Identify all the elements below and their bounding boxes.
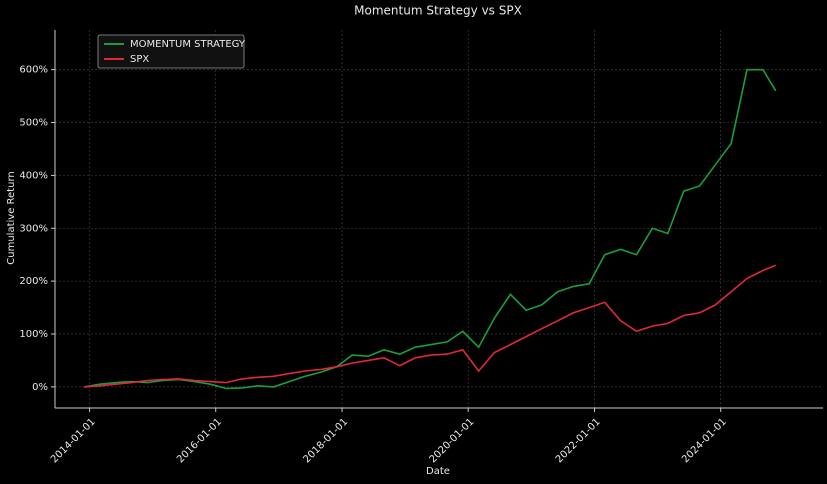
y-tick-label: 600% bbox=[19, 65, 48, 76]
y-tick-label: 400% bbox=[19, 170, 48, 181]
x-axis-label: Date bbox=[426, 466, 450, 477]
y-tick-label: 300% bbox=[19, 223, 48, 234]
legend-label: SPX bbox=[130, 54, 149, 65]
y-tick-label: 0% bbox=[32, 382, 48, 393]
legend-label: MOMENTUM STRATEGY bbox=[130, 39, 246, 50]
y-tick-label: 200% bbox=[19, 276, 48, 287]
y-axis-label: Cumulative Return bbox=[6, 171, 17, 264]
y-tick-label: 500% bbox=[19, 118, 48, 129]
series-line bbox=[84, 68, 777, 390]
chart-title: Momentum Strategy vs SPX bbox=[354, 4, 522, 18]
y-tick-label: 100% bbox=[19, 329, 48, 340]
series-line bbox=[84, 264, 777, 388]
legend-box bbox=[97, 34, 245, 69]
